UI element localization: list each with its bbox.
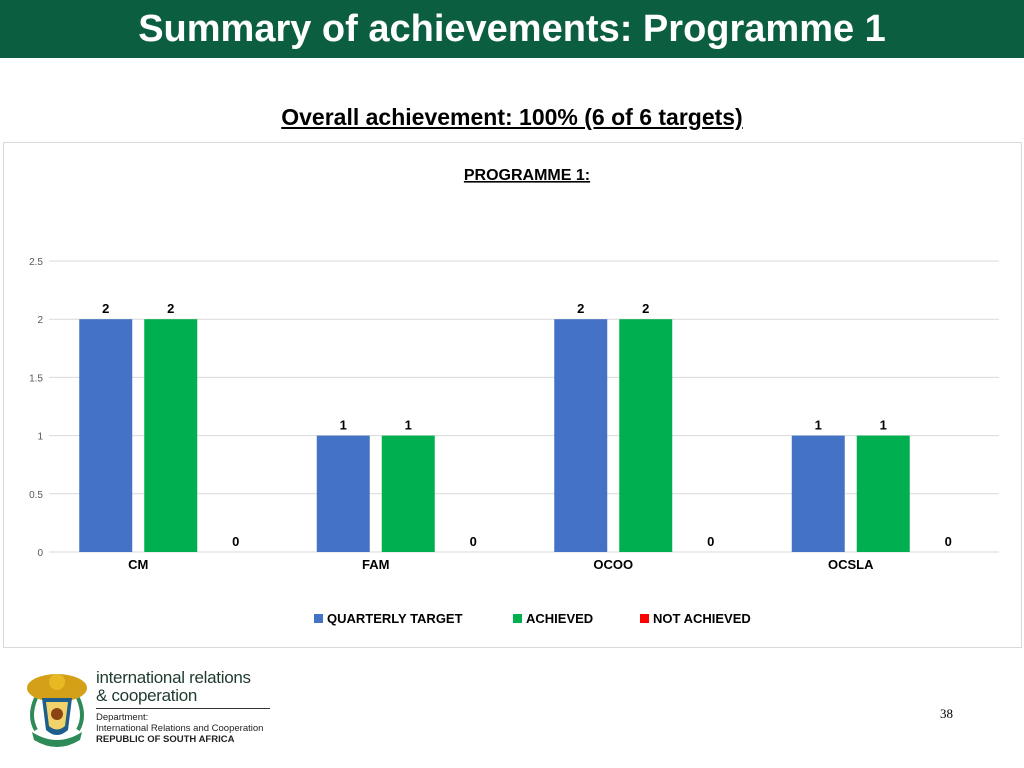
- bar-chart: PROGRAMME 1: 0 0.5 1 1.5 2 2.5 2 2 0 CM 1 1 0 FAM 2 2 0 O…: [29, 167, 999, 626]
- slide-title: Summary of achievements: Programme 1: [138, 7, 886, 50]
- overall-achievement-subtitle: Overall achievement: 100% (6 of 6 target…: [281, 104, 743, 130]
- brand-name-line1: international relations: [96, 668, 251, 687]
- x-tick-label: CM: [128, 557, 148, 572]
- data-label: 0: [232, 534, 239, 549]
- data-label: 2: [577, 301, 584, 316]
- data-label: 2: [642, 301, 649, 316]
- data-label: 1: [340, 418, 347, 433]
- page-number: 38: [940, 706, 953, 721]
- legend-swatch: [640, 614, 649, 623]
- bar: [791, 435, 845, 552]
- data-label: 1: [405, 418, 412, 433]
- legend-swatch: [314, 614, 323, 623]
- legend-label: QUARTERLY TARGET: [327, 611, 463, 626]
- data-label: 0: [470, 534, 477, 549]
- coat-of-arms-icon: [27, 674, 87, 747]
- chart-title: PROGRAMME 1:: [464, 167, 590, 184]
- slide-header: Summary of achievements: Programme 1: [0, 0, 1024, 58]
- chart-container: PROGRAMME 1: 0 0.5 1 1.5 2 2.5 2 2 0 CM 1 1 0 FAM 2 2 0 O…: [3, 142, 1022, 648]
- x-tick-label: OCOO: [593, 557, 633, 572]
- department-label: Department:: [96, 712, 149, 723]
- country-name: REPUBLIC OF SOUTH AFRICA: [96, 734, 235, 745]
- bar: [856, 435, 910, 552]
- bar: [381, 435, 435, 552]
- bar: [144, 319, 198, 552]
- brand-name-line2: & cooperation: [96, 686, 198, 705]
- bar: [79, 319, 133, 552]
- y-tick-label: 0.5: [29, 490, 43, 501]
- brand-divider: [96, 708, 270, 709]
- data-label: 1: [815, 418, 822, 433]
- x-tick-label: OCSLA: [828, 557, 874, 572]
- x-tick-label: FAM: [362, 557, 389, 572]
- legend-label: ACHIEVED: [526, 611, 593, 626]
- y-tick-label: 2: [37, 315, 43, 326]
- data-label: 2: [167, 301, 174, 316]
- legend-label: NOT ACHIEVED: [653, 611, 751, 626]
- bar: [316, 435, 370, 552]
- bar: [554, 319, 608, 552]
- data-label: 0: [945, 534, 952, 549]
- bar: [619, 319, 673, 552]
- data-label: 0: [707, 534, 714, 549]
- legend-swatch: [513, 614, 522, 623]
- y-tick-label: 1: [37, 432, 43, 443]
- y-tick-label: 1.5: [29, 373, 43, 384]
- y-tick-label: 0: [37, 548, 43, 559]
- y-tick-label: 2.5: [29, 257, 43, 268]
- data-label: 1: [880, 418, 887, 433]
- data-label: 2: [102, 301, 109, 316]
- department-name: International Relations and Cooperation: [96, 723, 264, 734]
